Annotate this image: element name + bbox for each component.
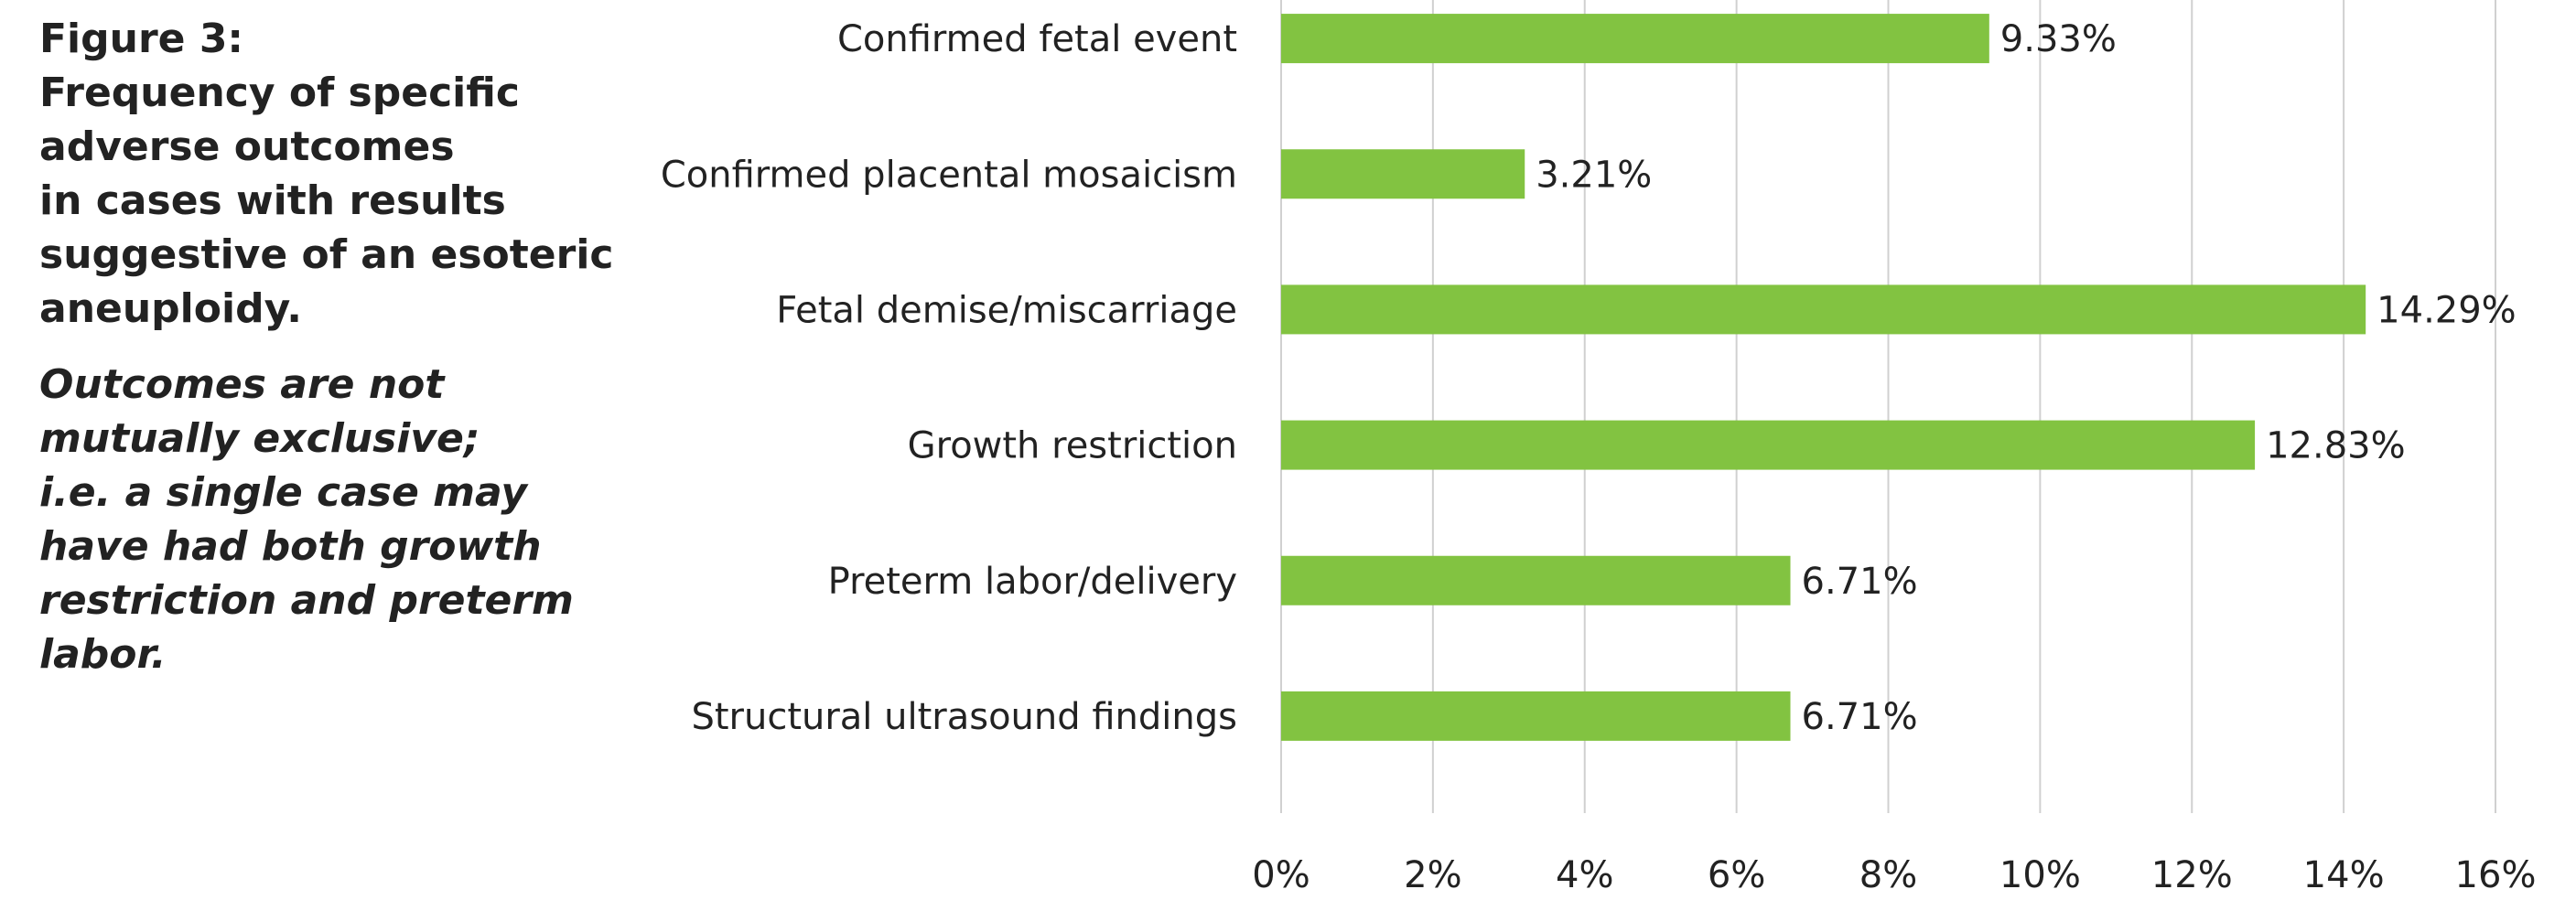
bar [1281,149,1525,199]
x-tick-label: 6% [1708,854,1765,896]
figure-note: Outcomes are not [39,361,446,408]
figure-note: restriction and preterm [39,577,574,624]
y-tick-label: Confirmed placental mosaicism [661,154,1237,196]
y-tick-label: Growth restriction [908,425,1237,467]
bar [1281,284,2366,335]
figure-title: adverse outcomes [39,123,455,170]
y-tick-label: Confirmed fetal event [837,18,1237,60]
bar [1281,691,1791,741]
figure-note: mutually exclusive; [39,415,480,462]
data-label: 14.29% [2377,289,2517,331]
data-label: 12.83% [2266,425,2406,467]
y-tick-label: Fetal demise/miscarriage [776,289,1237,331]
data-label: 9.33% [2000,18,2117,60]
x-tick-label: 4% [1556,854,1613,896]
x-tick-label: 0% [1252,854,1310,896]
figure-title: aneuploidy. [39,285,302,332]
x-tick-label: 14% [2303,854,2385,896]
x-tick-label: 2% [1404,854,1461,896]
x-tick-label: 12% [2151,854,2233,896]
figure-title: Frequency of specific [39,70,520,116]
bar [1281,14,1989,64]
data-label: 6.71% [1802,561,1918,603]
data-label: 6.71% [1802,696,1918,738]
figure-title: Figure 3: [39,16,243,62]
data-label: 3.21% [1536,154,1652,196]
figure-note: labor. [39,631,167,678]
x-tick-label: 8% [1859,854,1917,896]
figure-title: in cases with results [39,177,506,224]
y-tick-label: Structural ultrasound findings [691,696,1237,738]
bar [1281,420,2256,470]
bar [1281,555,1791,605]
figure-title: suggestive of an esoteric [39,231,614,278]
x-tick-label: 16% [2455,854,2537,896]
figure-note: have had both growth [39,523,542,570]
figure-note: i.e. a single case may [39,469,529,516]
x-tick-label: 10% [1999,854,2081,896]
y-tick-label: Preterm labor/delivery [828,561,1237,603]
